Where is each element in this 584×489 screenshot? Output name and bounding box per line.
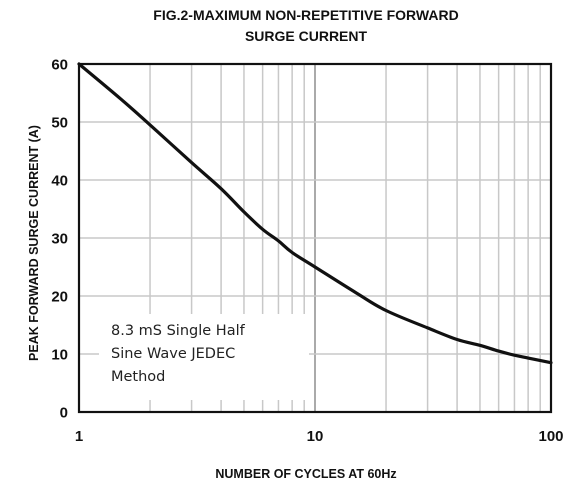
tick-labels-group: 0 10 20 30 40 50 60 1 10 100 [51, 57, 563, 446]
x-axis-label: NUMBER OF CYCLES AT 60Hz [215, 467, 396, 481]
annotation-line-1: 8.3 mS Single Half [111, 323, 246, 339]
annotation-group: 8.3 mS Single Half Sine Wave JEDEC Method [99, 314, 309, 400]
plot-frame [77, 62, 553, 414]
chart-title-line-1: FIG.2-MAXIMUM NON-REPETITIVE FORWARD [153, 7, 458, 23]
x-tick-label: 100 [538, 428, 563, 445]
x-tick-label: 1 [75, 428, 83, 445]
series-group [77, 62, 553, 365]
y-tick-label: 0 [60, 405, 68, 422]
y-tick-label: 60 [51, 57, 68, 74]
chart-title-line-2: SURGE CURRENT [245, 28, 368, 44]
y-tick-label: 30 [51, 231, 68, 248]
grid-lines [79, 64, 551, 412]
y-tick-label: 10 [51, 347, 68, 364]
plot-frame-group [77, 62, 553, 414]
y-tick-label: 50 [51, 115, 68, 132]
annotation-line-3: Method [111, 369, 165, 385]
annotation-box [99, 314, 309, 400]
y-tick-label: 20 [51, 289, 68, 306]
annotation-line-2: Sine Wave JEDEC [111, 346, 235, 362]
x-tick-label: 10 [307, 428, 324, 445]
y-axis-label: PEAK FORWARD SURGE CURRENT (A) [27, 125, 41, 361]
y-tick-label: 40 [51, 173, 68, 190]
surge-current-curve-1 [77, 62, 553, 365]
